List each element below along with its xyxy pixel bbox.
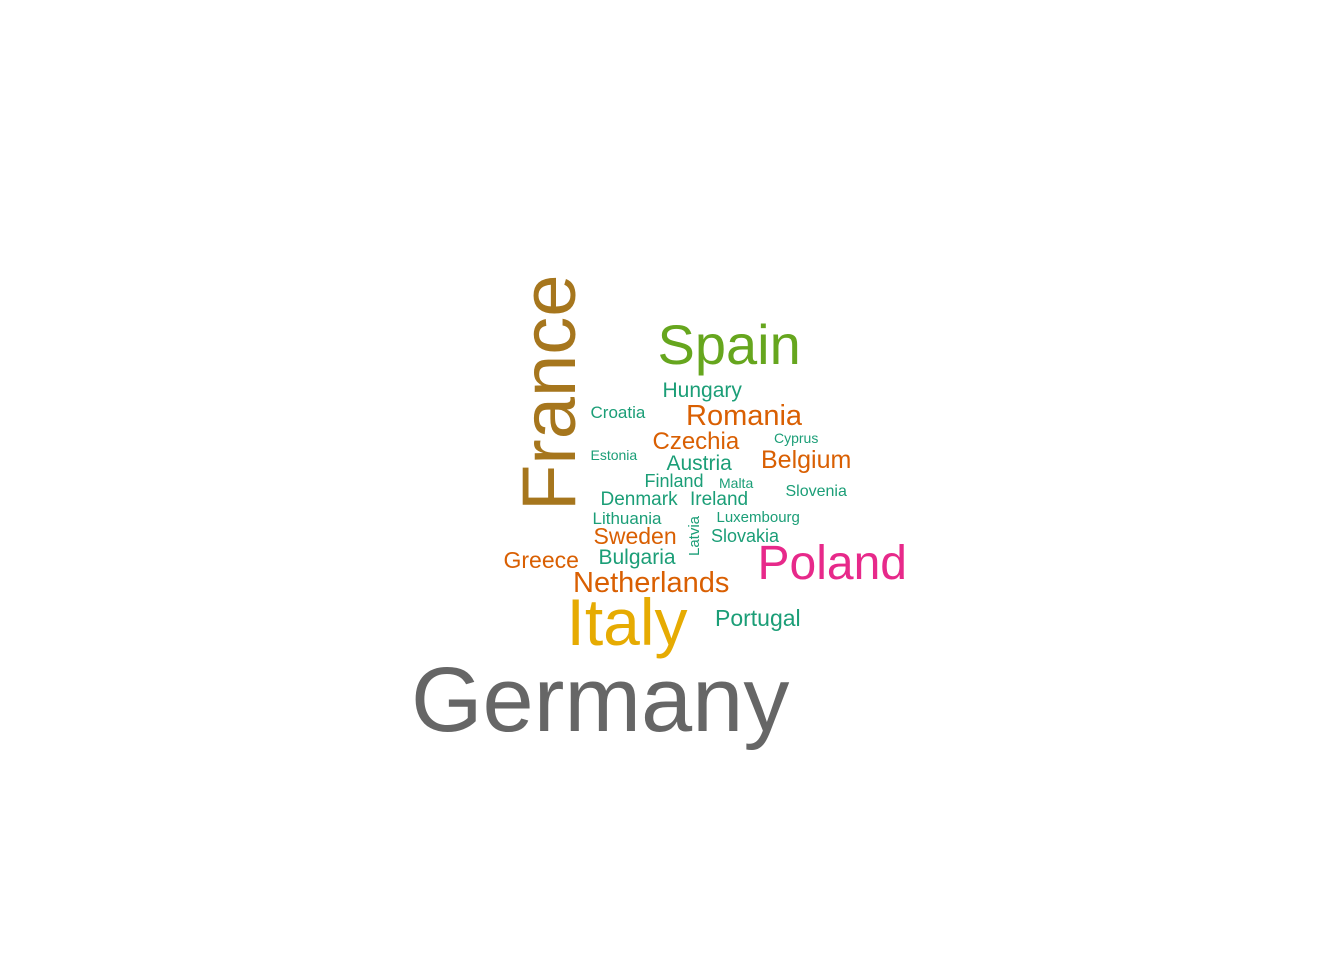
word-lithuania: Lithuania — [592, 508, 662, 528]
word-hungary: Hungary — [662, 378, 742, 402]
word-denmark: Denmark — [600, 488, 678, 510]
word-finland: Finland — [644, 471, 704, 491]
word-cyprus: Cyprus — [774, 430, 819, 446]
word-belgium: Belgium — [761, 445, 852, 474]
word-germany: Germany — [411, 649, 790, 751]
word-slovenia: Slovenia — [785, 483, 847, 500]
word-ireland: Ireland — [690, 488, 749, 510]
word-greece: Greece — [503, 546, 579, 573]
word-italy: Italy — [566, 585, 688, 659]
word-estonia: Estonia — [590, 447, 638, 463]
word-portugal: Portugal — [715, 604, 801, 631]
word-france: France — [507, 273, 592, 511]
word-croatia: Croatia — [590, 402, 646, 422]
word-poland: Poland — [757, 537, 907, 590]
word-sweden: Sweden — [593, 522, 677, 549]
word-bulgaria: Bulgaria — [598, 545, 676, 569]
word-malta: Malta — [719, 475, 754, 491]
word-czechia: Czechia — [652, 428, 740, 455]
word-austria: Austria — [666, 451, 732, 475]
word-luxembourg: Luxembourg — [716, 508, 800, 526]
word-romania: Romania — [686, 399, 803, 432]
word-latvia: Latvia — [685, 515, 703, 556]
word-netherlands: Netherlands — [573, 566, 730, 599]
word-slovakia: Slovakia — [711, 526, 780, 546]
word-spain: Spain — [657, 313, 801, 376]
